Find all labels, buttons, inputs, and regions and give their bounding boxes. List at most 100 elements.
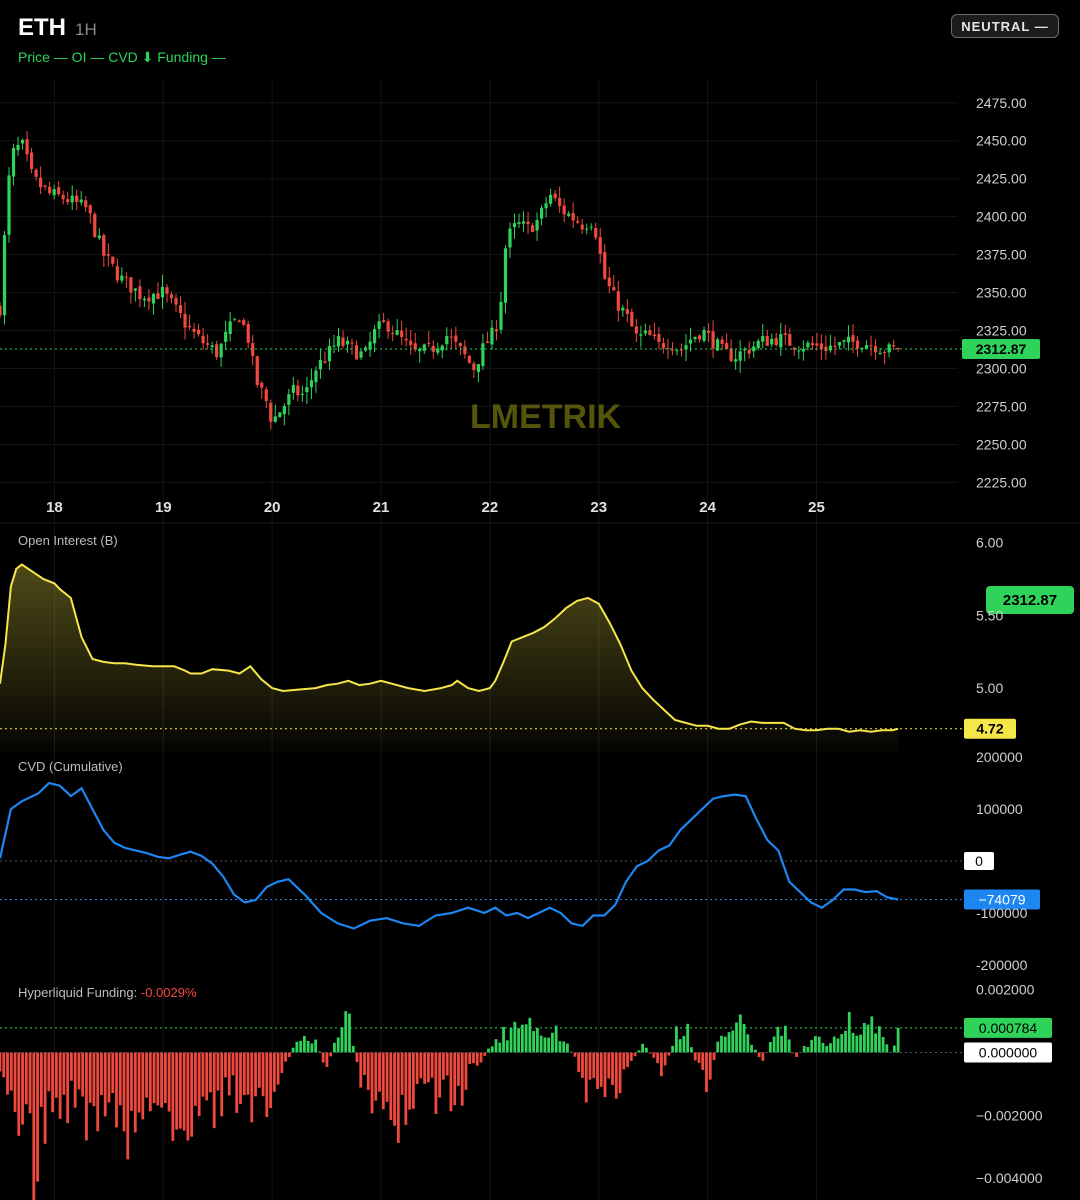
funding-zero-label: 0.000000 [979, 1044, 1038, 1060]
price-tick-label: 2250.00 [976, 436, 1027, 452]
funding-bar [299, 1040, 303, 1053]
funding-bar [735, 1022, 738, 1053]
funding-bar [513, 1021, 517, 1053]
funding-bar [573, 1052, 577, 1057]
candle-body [842, 340, 846, 342]
date-tick-label: 23 [590, 499, 607, 516]
candle-body [503, 248, 508, 303]
candle-body [129, 277, 133, 293]
overlay-price-tag [986, 586, 1074, 614]
candle-body [440, 345, 444, 351]
funding-bar [844, 1030, 847, 1053]
funding-bar [731, 1030, 735, 1053]
funding-bar [806, 1047, 810, 1053]
funding-bar [596, 1052, 599, 1089]
funding-bar [430, 1052, 434, 1078]
funding-bar [720, 1035, 723, 1053]
candle-body [878, 352, 882, 355]
cvd-zero-tag [964, 852, 994, 870]
funding-bar [810, 1039, 814, 1053]
funding-bar [487, 1048, 490, 1053]
candle-body [562, 205, 566, 215]
candle-body [512, 223, 517, 228]
funding-bar [483, 1052, 487, 1056]
candle-body [57, 187, 61, 195]
funding-bar [761, 1052, 765, 1061]
funding-bar [892, 1045, 896, 1053]
symbol-title[interactable]: ETH [18, 14, 66, 41]
candle-body [661, 343, 666, 349]
funding-bar [145, 1052, 148, 1098]
funding-bar [167, 1052, 171, 1112]
oi-tick-label: 5.50 [976, 607, 1003, 623]
funding-bar [194, 1052, 197, 1106]
funding-bar [359, 1052, 363, 1088]
funding-bar [517, 1028, 520, 1053]
funding-pane[interactable]: Hyperliquid Funding: -0.0029% 0.000000 0.0… [0, 985, 1052, 1200]
candle-body [296, 385, 300, 396]
candle-body [752, 346, 756, 352]
funding-bar [130, 1052, 133, 1111]
funding-bar [622, 1052, 626, 1070]
candle-body [693, 336, 697, 339]
candle-body [679, 349, 684, 351]
funding-bar [257, 1052, 261, 1088]
funding-bar [351, 1045, 355, 1053]
candle-body [418, 348, 422, 352]
candle-body [341, 337, 345, 346]
funding-bar [186, 1052, 190, 1141]
candle-body [549, 194, 553, 204]
candle-body [603, 252, 607, 279]
funding-bar [24, 1052, 28, 1105]
candle-body [151, 293, 156, 304]
funding-bar [148, 1052, 152, 1112]
candle-body [882, 352, 887, 354]
candle-body [16, 144, 20, 151]
funding-bar [269, 1052, 272, 1109]
funding-bar [859, 1034, 862, 1053]
candle-body [350, 342, 354, 344]
candle-body [756, 340, 760, 349]
funding-bar [314, 1039, 318, 1053]
open-interest-pane[interactable]: Open Interest (B) 4.72 2312.87 [0, 533, 1074, 752]
candle-body [345, 340, 350, 345]
candle-body [580, 224, 584, 230]
funding-bar [460, 1052, 464, 1106]
funding-bar [141, 1052, 145, 1120]
candle-body [2, 235, 7, 316]
funding-bar [490, 1046, 494, 1053]
funding-bar [426, 1052, 430, 1083]
funding-bar [877, 1026, 881, 1053]
grid-lines [0, 80, 958, 1200]
funding-bar [641, 1043, 644, 1053]
funding-bar [348, 1013, 351, 1053]
funding-bar [472, 1052, 475, 1064]
interval-label[interactable]: 1H [75, 20, 97, 39]
candle-body [743, 349, 747, 351]
sentiment-badge[interactable]: NEUTRAL — [951, 14, 1059, 38]
cvd-pane[interactable]: CVD (Cumulative) 0 −74079 [0, 759, 1040, 930]
candle-body [467, 355, 471, 363]
candle-body [612, 287, 616, 291]
candle-body [508, 228, 512, 248]
funding-bar [746, 1034, 750, 1053]
candle-body [233, 318, 237, 320]
funding-bar [201, 1052, 205, 1097]
candle-body [206, 343, 210, 345]
candle-body [142, 298, 147, 301]
candle-body [332, 345, 336, 347]
candle-body [621, 307, 625, 311]
funding-bar [494, 1039, 498, 1053]
candle-body [652, 334, 657, 337]
candle-body [427, 342, 431, 344]
funding-bar [73, 1052, 77, 1108]
candle-body [869, 345, 873, 347]
funding-bar [543, 1037, 547, 1053]
candle-body [530, 225, 535, 232]
funding-bar [603, 1052, 607, 1098]
funding-bar [825, 1046, 829, 1053]
oi-title: Open Interest (B) [18, 533, 118, 548]
candle-body [318, 360, 323, 370]
price-pane[interactable]: 2312.87 [0, 131, 1040, 430]
